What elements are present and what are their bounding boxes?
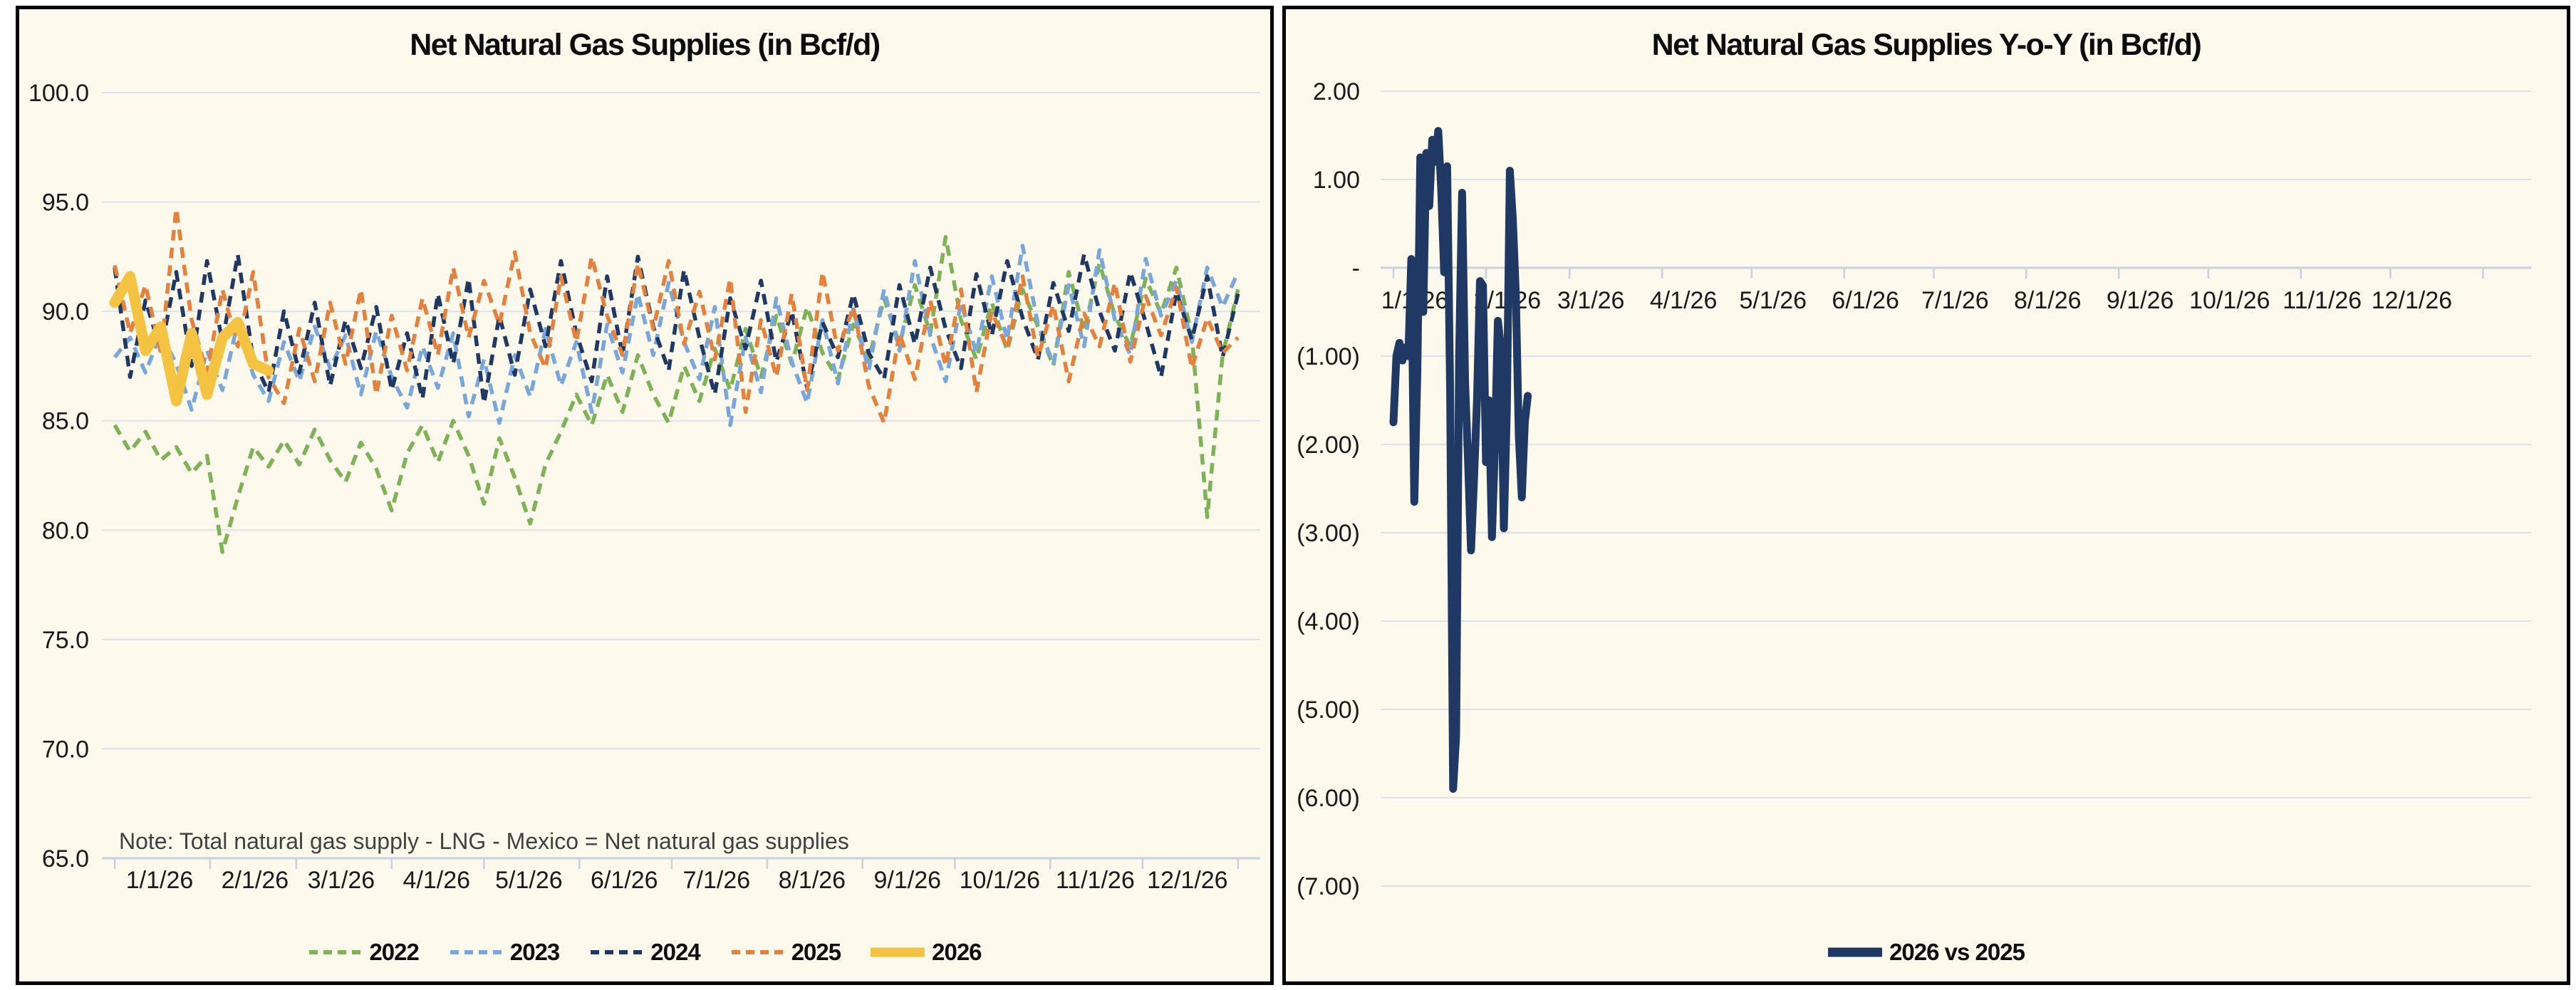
- x-axis-label: 4/1/26: [403, 867, 471, 894]
- series-line-2022: [113, 234, 1240, 554]
- legend-item-2024: 2024: [589, 939, 701, 966]
- y-axis-label: 70.0: [42, 736, 89, 763]
- y-axis-label: (3.00): [1297, 520, 1360, 547]
- y-axis-label: 100.0: [28, 80, 89, 107]
- y-axis-label: 75.0: [42, 627, 89, 654]
- yoy-plot: 2.00 1.00 - (1.00) (2.00) (3.00) (4.00) (5.00) (…: [1297, 78, 2531, 900]
- y-axis-label: 85.0: [42, 408, 89, 435]
- x-axis-label: 6/1/26: [591, 867, 658, 894]
- legend-item-2025: 2025: [730, 939, 841, 966]
- y-axis-label: (2.00): [1297, 432, 1360, 459]
- y-axis-label: -: [1352, 255, 1360, 282]
- legend-swatch: [591, 950, 643, 954]
- legend-label: 2026: [932, 939, 982, 965]
- y-axis-label: 80.0: [42, 517, 89, 544]
- supplies-legend: 2022 2023 2024 2025 2026: [19, 939, 1270, 966]
- x-axis-label: 3/1/26: [1557, 287, 1625, 314]
- supplies-chart-title: Net Natural Gas Supplies (in Bcf/d): [410, 28, 881, 62]
- y-axis-label: (7.00): [1297, 873, 1360, 900]
- x-axis-label: 7/1/26: [683, 867, 751, 894]
- series-line-2026: [109, 271, 274, 407]
- x-axis-label: 11/1/26: [2282, 287, 2362, 314]
- x-axis-label: 9/1/26: [2107, 287, 2174, 314]
- legend-swatch: [309, 950, 361, 954]
- x-axis-label: 1/1/26: [126, 867, 194, 894]
- yoy-legend: 2026 vs 2025: [1286, 939, 2567, 966]
- legend-label: 2025: [791, 939, 841, 965]
- yoy-chart-panel: 2.00 1.00 - (1.00) (2.00) (3.00) (4.00) (5.00) (…: [1282, 6, 2570, 985]
- x-axis-label: 9/1/26: [873, 867, 941, 894]
- legend-swatch: [450, 950, 502, 954]
- x-axis-label: 7/1/26: [1921, 287, 1989, 314]
- y-axis-label: (5.00): [1297, 697, 1360, 724]
- legend-label: 2024: [650, 939, 700, 965]
- legend-swatch: [731, 950, 783, 954]
- y-axis-label: (1.00): [1297, 343, 1360, 370]
- x-axis-label: 8/1/26: [2014, 287, 2082, 314]
- x-axis-label: 12/1/26: [2372, 287, 2452, 314]
- series-line-2026-vs-2025: [1389, 127, 1532, 793]
- x-axis-label: 8/1/26: [779, 867, 846, 894]
- legend-swatch: [1828, 947, 1883, 957]
- yoy-chart-title: Net Natural Gas Supplies Y-o-Y (in Bcf/d…: [1651, 28, 2202, 62]
- chart-note: Note: Total natural gas supply - LNG - M…: [119, 828, 849, 854]
- legend-label: 2022: [369, 939, 419, 965]
- x-axis-label: 6/1/26: [1832, 287, 1899, 314]
- x-axis-label: 10/1/26: [960, 867, 1040, 894]
- supplies-chart-panel: 100.0 95.0 90.0 85.0 80.0 75.0 70.0 65.0 1/1/26 2…: [16, 6, 1274, 985]
- y-axis-label: (4.00): [1297, 608, 1360, 635]
- legend-item-2026: 2026: [871, 939, 982, 966]
- x-axis-label: 2/1/26: [222, 867, 289, 894]
- y-axis-label: 95.0: [42, 189, 89, 217]
- x-axis-label: 5/1/26: [1740, 287, 1807, 314]
- legend-item-2023: 2023: [449, 939, 560, 966]
- series-line-2025: [113, 207, 1240, 425]
- x-axis-label: 4/1/26: [1650, 287, 1718, 314]
- legend-label: 2023: [509, 939, 560, 965]
- legend-swatch: [871, 947, 925, 957]
- legend-item-2022: 2022: [308, 939, 420, 966]
- legend-label: 2026 vs 2025: [1889, 939, 2025, 965]
- x-axis-label: 3/1/26: [308, 867, 375, 894]
- y-axis-label: 1.00: [1313, 167, 1360, 194]
- y-axis-label: 65.0: [42, 845, 89, 872]
- y-axis-label: 2.00: [1313, 78, 1360, 105]
- supplies-plot: 100.0 95.0 90.0 85.0 80.0 75.0 70.0 65.0 1/1/26 2…: [28, 80, 1260, 894]
- y-axis-label: 90.0: [42, 298, 89, 325]
- x-axis-label: 12/1/26: [1147, 867, 1227, 894]
- x-axis-label: 5/1/26: [495, 867, 563, 894]
- x-axis-label: 10/1/26: [2189, 287, 2270, 314]
- x-axis-label: 11/1/26: [1056, 867, 1135, 894]
- y-axis-label: (6.00): [1297, 785, 1360, 812]
- legend-item-2026-vs-2025: 2026 vs 2025: [1828, 939, 2025, 966]
